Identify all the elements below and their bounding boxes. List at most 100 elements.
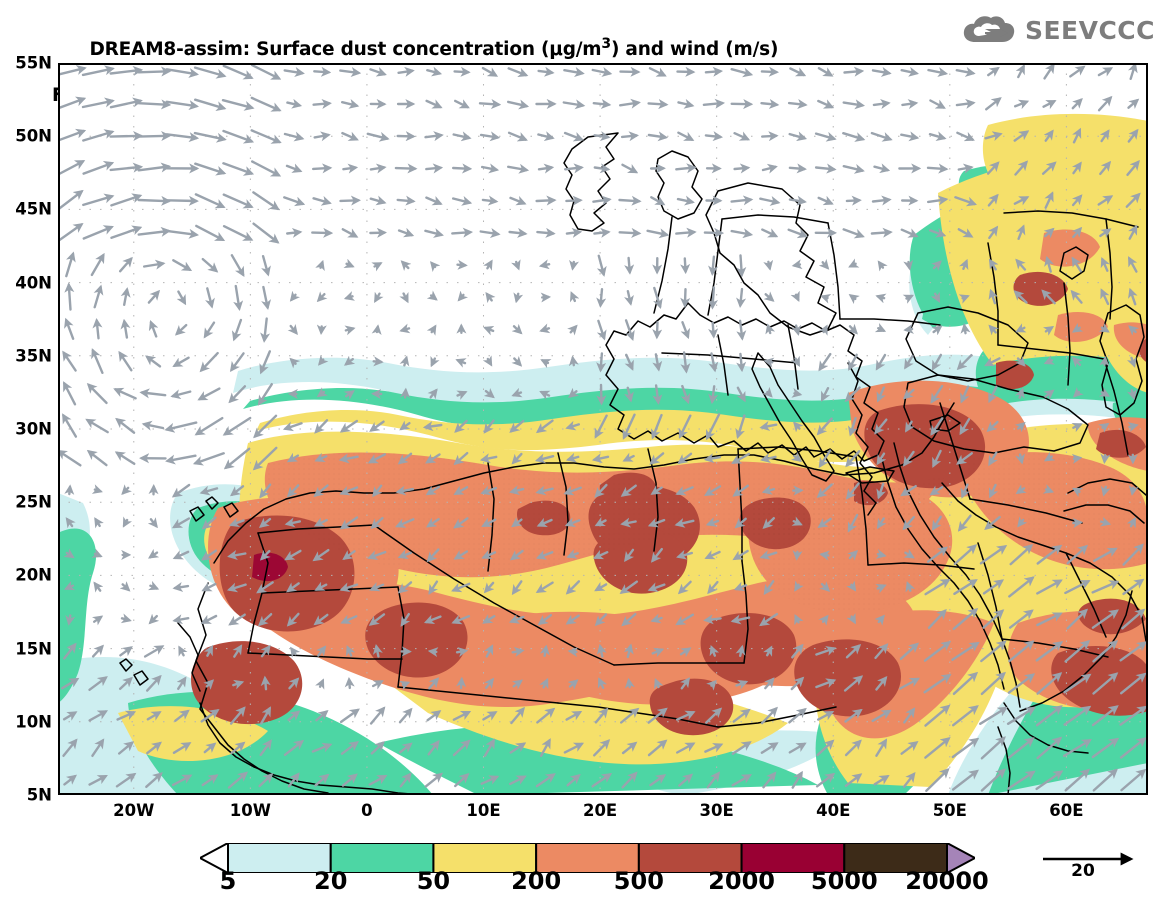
wind-arrow: [620, 707, 640, 724]
wind-arrow: [1126, 159, 1140, 177]
wind-arrow: [931, 353, 943, 371]
wind-arrow: [399, 742, 413, 754]
wind-arrow: [1097, 195, 1114, 206]
wind-arrow: [508, 227, 528, 238]
wind-arrow: [1007, 673, 1036, 694]
x-tick-40E: 40E: [816, 801, 851, 820]
wind-arrow: [957, 514, 972, 532]
wind-arrow: [900, 228, 919, 238]
wind-arrow: [703, 227, 725, 238]
wind-arrow: [311, 163, 333, 174]
wind-arrow: [845, 450, 861, 468]
wind-arrow: [952, 671, 979, 695]
wind-arrow: [815, 678, 837, 689]
wind-arrow: [507, 163, 530, 174]
wind-arrow: [1071, 226, 1083, 239]
wind-arrow: [594, 517, 607, 527]
wind-arrow: [424, 131, 444, 142]
wind-arrow: [876, 482, 886, 500]
wind-arrow: [424, 772, 444, 788]
wind-arrow: [736, 287, 747, 309]
wind-arrow: [704, 743, 724, 753]
wind-arrow: [1043, 355, 1055, 365]
wind-arrow: [814, 131, 837, 142]
wind-arrow: [1099, 228, 1112, 239]
wind-arrow: [82, 225, 114, 240]
wind-arrow: [479, 131, 501, 142]
wind-arrow: [93, 284, 104, 309]
wind-arrow: [1100, 256, 1110, 272]
wind-arrow: [899, 677, 921, 690]
wind-arrow: [1035, 641, 1064, 662]
wind-arrow: [1127, 128, 1139, 143]
wind-arrow: [563, 131, 584, 142]
wind-arrow: [647, 131, 669, 142]
wind-arrow: [980, 640, 1007, 663]
wind-arrow: [845, 195, 862, 206]
wind-arrow: [875, 675, 888, 691]
wind-arrow: [649, 452, 665, 465]
wind-arrow: [312, 195, 332, 206]
wind-arrow: [594, 581, 608, 592]
dust-concentration-map: [58, 63, 1148, 795]
map-canvas[interactable]: [58, 63, 1148, 795]
wind-arrow: [229, 352, 245, 373]
wind-arrow: [399, 420, 411, 431]
wind-arrow: [82, 193, 115, 207]
wind-arrow: [848, 258, 860, 268]
wind-arrow: [313, 517, 328, 527]
wind-arrow: [652, 321, 663, 340]
wind-arrow: [540, 359, 552, 369]
wind-arrow: [732, 708, 751, 723]
wind-arrow: [788, 163, 807, 174]
colorbar-tick-20: 20: [314, 867, 348, 895]
wind-arrow: [454, 99, 470, 109]
wind-arrow: [114, 451, 136, 465]
wind-arrow: [193, 66, 227, 79]
dust-field: [58, 113, 1148, 795]
wind-arrow: [794, 614, 804, 626]
title-line1-post: ) and wind (m/s): [610, 39, 779, 61]
wind-arrow: [346, 645, 356, 657]
wind-arrow: [876, 386, 886, 403]
wind-arrow: [397, 452, 413, 465]
wind-arrow: [956, 452, 973, 465]
wind-arrow: [680, 257, 691, 275]
wind-arrow: [64, 317, 75, 340]
wind-arrow: [820, 293, 832, 304]
wind-arrow: [596, 319, 607, 341]
colorbar[interactable]: [200, 843, 975, 873]
wind-arrow: [139, 388, 167, 399]
wind-arrow: [341, 99, 360, 109]
wind-arrow: [536, 227, 556, 238]
wind-arrow: [704, 131, 724, 142]
wind-arrow: [1036, 672, 1063, 695]
wind-arrow: [591, 453, 610, 464]
wind-arrow: [452, 163, 473, 174]
wind-arrow: [1092, 639, 1119, 663]
wind-arrow: [147, 580, 160, 591]
seevccc-logo: SEEVCCC: [961, 12, 1155, 48]
wind-arrow: [621, 612, 637, 627]
wind-arrow: [984, 515, 1001, 530]
wind-arrow: [647, 707, 668, 724]
wind-arrow: [1071, 98, 1083, 110]
wind-arrow: [64, 282, 75, 311]
wind-arrow: [344, 676, 355, 690]
wind-arrow: [1015, 484, 1027, 495]
wind-arrow: [874, 323, 887, 333]
wind-arrow: [1043, 63, 1055, 80]
wind-arrow: [1015, 387, 1025, 399]
wind-arrow: [118, 350, 133, 372]
wind-arrow: [818, 449, 832, 469]
wind-arrow: [1128, 224, 1138, 240]
wind-arrow: [817, 66, 834, 77]
wind-arrow: [480, 485, 498, 496]
wind-arrow: [709, 645, 720, 657]
wind-arrow: [988, 258, 999, 271]
wind-arrow: [145, 674, 162, 692]
wind-arrow: [624, 353, 634, 371]
wind-arrow: [951, 641, 980, 661]
colorbar-over-arrow: [946, 843, 975, 873]
wind-arrow: [147, 517, 158, 529]
